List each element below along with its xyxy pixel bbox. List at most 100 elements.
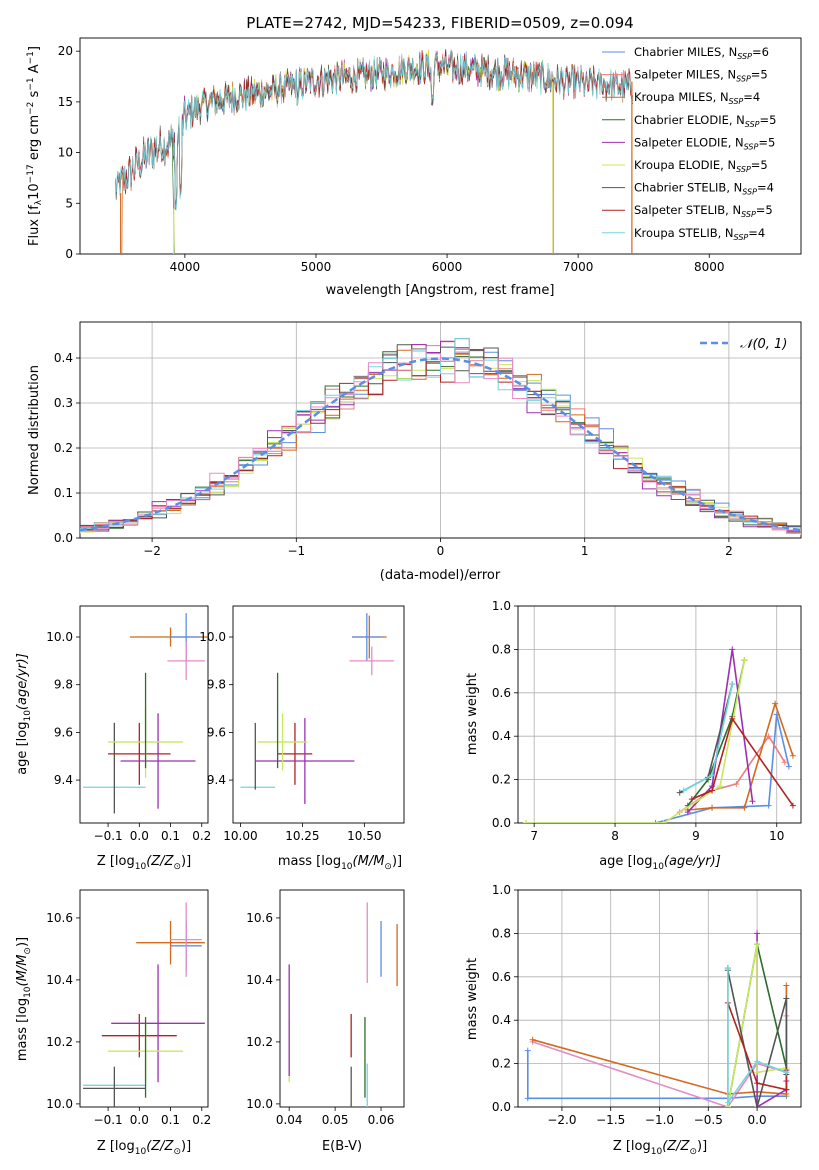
y-tick-label: 10.2 [246, 1035, 273, 1049]
x-tick-label: 0 [437, 544, 445, 558]
label-part: ⊙ [173, 1147, 181, 1157]
x-tick-label: −0.1 [94, 829, 123, 843]
x-tick-label: 8 [611, 829, 619, 843]
label-part: Flux [f [27, 205, 42, 246]
legend-label-part: SSP [741, 210, 756, 219]
axes-frame [79, 605, 209, 824]
series-marker-1 [781, 759, 788, 766]
x-tick-label: 7 [530, 829, 538, 843]
legend-label-part: Salpeter MILES, N [634, 68, 736, 82]
y-tick-label: 10.0 [46, 1097, 73, 1111]
series-marker-0 [652, 820, 659, 823]
series-marker-7 [754, 1080, 761, 1087]
x-tick-label: 8000 [694, 260, 725, 274]
series-marker-7 [729, 715, 736, 722]
y-tick-label: 0 [65, 247, 73, 261]
series-marker-0 [524, 1095, 531, 1102]
x-tick-label: 10.00 [223, 829, 257, 843]
x-tick-label: 0.2 [192, 829, 211, 843]
series-marker-7 [783, 1086, 790, 1093]
label-part: (M/M [353, 854, 385, 869]
mass-vs-ebv-marks [288, 902, 398, 1107]
axes-frame [79, 889, 209, 1108]
label-part: A [27, 64, 42, 77]
gaussian-curve [80, 357, 801, 532]
x-tick-label: 4000 [170, 260, 201, 274]
y-axis-label: age [log10(age/yr)] [15, 653, 33, 775]
series-marker-5 [523, 820, 530, 823]
series-marker-4 [729, 646, 736, 653]
x-tick-label: 0.1 [161, 829, 180, 843]
series-marker-8 [709, 772, 716, 779]
series-marker-8 [754, 1058, 761, 1065]
legend-label-part: =6 [752, 45, 769, 59]
label-part: (age/yr)] [15, 653, 30, 710]
legend-label-part: SSP [736, 75, 751, 84]
legend-label-part: SSP [744, 142, 759, 151]
legend-label-part: SSP [736, 165, 751, 174]
y-tick-label: 10.0 [46, 630, 73, 644]
y-axis-label: Flux [fλ10−17 erg cm−2 s−1 A−1] [26, 46, 44, 246]
label-part: )] [181, 1139, 191, 1154]
legend-label: Salpeter MILES, NSSP=5 [634, 68, 768, 84]
label-part: −2 [26, 102, 36, 115]
y-tick-label: 9.6 [207, 725, 226, 739]
y-axis-label: mass weight [465, 673, 480, 755]
x-tick-label: 0.04 [276, 1113, 303, 1127]
y-tick-label: 9.8 [54, 678, 73, 692]
x-tick-label: −2.0 [547, 1113, 576, 1127]
label-part: )] [697, 1139, 707, 1154]
legend-label: Salpeter STELIB, NSSP=5 [634, 203, 773, 219]
histogram-step-9 [80, 348, 801, 534]
legend-label: Chabrier STELIB, NSSP=4 [634, 181, 774, 197]
y-axis-label: mass [log10(M/M⊙)] [15, 937, 33, 1061]
series-marker-8 [729, 681, 736, 688]
series-marker-6 [783, 995, 790, 1002]
series-line-5 [526, 660, 746, 823]
series-marker-2 [529, 1036, 536, 1043]
x-tick-label: 0.05 [322, 1113, 349, 1127]
label-part: ] [27, 46, 42, 51]
weight-vs-z-axes: −2.0 −1.5 −1.0 −0.5 0.0 0.0 0.2 0.4 0.6 0.8 1.0 [492, 883, 802, 1127]
label-part: mass [log [15, 998, 30, 1061]
axes-frame [279, 889, 405, 1108]
series-marker-2 [783, 982, 790, 989]
x-tick-label: 7000 [563, 260, 594, 274]
label-part: ⊙ [689, 1147, 697, 1157]
y-tick-label: 1.0 [492, 883, 511, 897]
mass-vs-ebv-axes: 0.04 0.05 0.06 10.0 10.2 10.4 10.6 [246, 889, 405, 1127]
mass-vs-z-axes: −0.1 0.0 0.1 0.2 10.0 10.2 10.4 10.6 [46, 889, 211, 1127]
legend-label-part: =5 [751, 68, 768, 82]
axes-frame [517, 605, 802, 824]
x-tick-label: 0.0 [130, 829, 149, 843]
legend-label-part: Salpeter STELIB, N [634, 203, 741, 217]
y-tick-label: 15 [58, 95, 73, 109]
age-vs-z-marks [83, 613, 208, 814]
y-tick-label: 10 [58, 146, 73, 160]
series-line-7 [691, 716, 794, 807]
legend-label: Salpeter ELODIE, NSSP=5 [634, 135, 775, 151]
legend-label: Kroupa STELIB, NSSP=4 [634, 226, 765, 242]
label-part: Z [log [613, 1139, 651, 1154]
y-tick-label: 20 [58, 44, 73, 58]
age-vs-mass-axes: 10.00 10.25 10.50 9.4 9.6 9.8 10.0 [199, 605, 405, 843]
x-axis-label: wavelength [Angstrom, rest frame] [326, 283, 555, 298]
residuals-axes: −2 −1 0 1 2 0.0 0.1 0.2 0.3 0.4 [54, 321, 802, 558]
legend-label: Chabrier ELODIE, NSSP=5 [634, 113, 776, 129]
series-marker-8 [724, 965, 731, 972]
x-tick-label: 0.0 [748, 1113, 767, 1127]
series-line-5 [727, 944, 787, 1107]
series-marker-7 [709, 787, 716, 794]
legend-label-part: SSP [742, 188, 757, 197]
y-tick-label: 0.4 [54, 351, 73, 365]
legend-label-part: Chabrier MILES, N [634, 45, 737, 59]
y-axis-label: mass weight [465, 958, 480, 1040]
label-part: 10 [651, 1147, 663, 1157]
chart-title: PLATE=2742, MJD=54233, FIBERID=0509, z=0… [246, 14, 633, 32]
y-tick-label: 0.2 [492, 773, 511, 787]
label-part: λ [34, 199, 44, 205]
x-tick-label: 9 [692, 829, 700, 843]
legend-label-part: SSP [729, 97, 744, 106]
spectrum-marks [115, 49, 634, 254]
